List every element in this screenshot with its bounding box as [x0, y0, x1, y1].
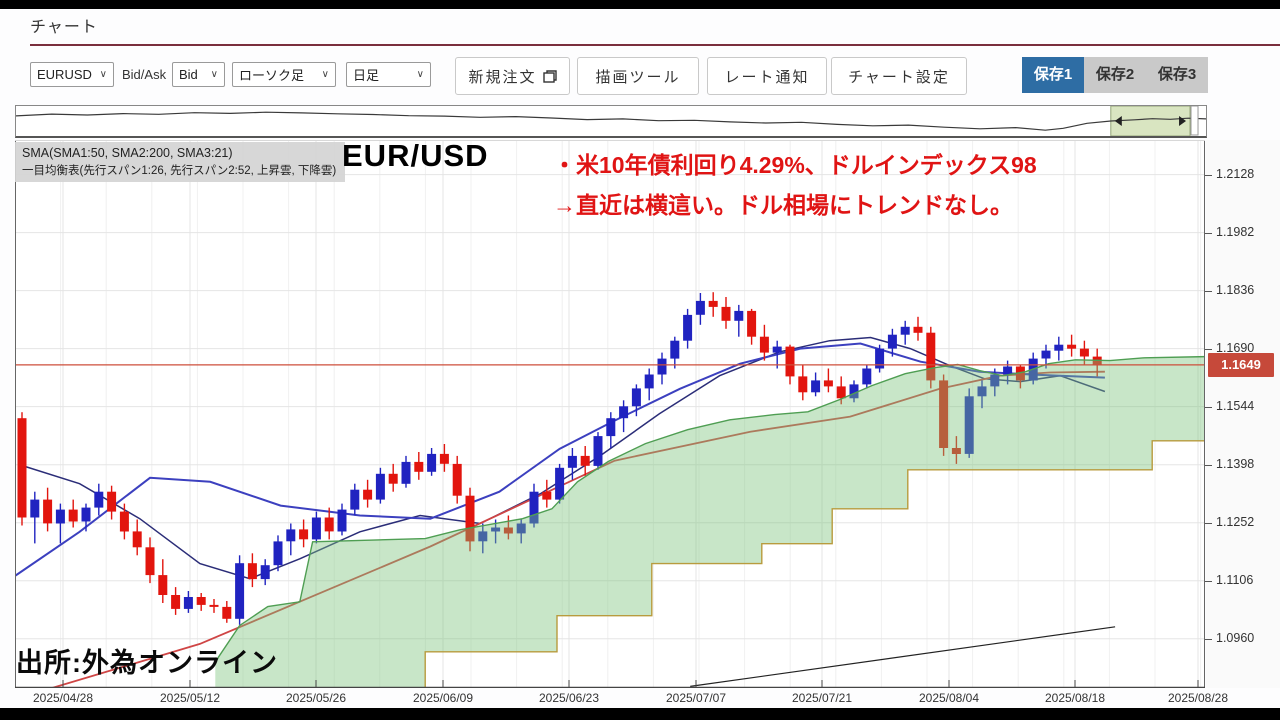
grid-lines: [15, 140, 1205, 688]
y-axis-label: 1.1106: [1216, 573, 1254, 587]
x-axis-label: 2025/04/28: [32, 691, 94, 705]
y-axis-tick: [1205, 523, 1212, 524]
navigator-right-handle[interactable]: [1179, 116, 1187, 126]
symbol-title: EUR/USD: [342, 138, 489, 173]
y-axis-label: 1.1982: [1216, 225, 1255, 239]
x-axis-label: 2025/08/04: [918, 691, 980, 705]
y-axis-label: 1.1398: [1216, 457, 1255, 471]
chart-type-select[interactable]: ローソク足 ∨: [232, 62, 336, 87]
y-axis-tick: [1205, 349, 1212, 350]
chart-type-select-value: ローソク足: [239, 68, 305, 83]
y-axis-label: 1.1690: [1216, 341, 1255, 355]
y-axis-label: 1.1252: [1216, 515, 1255, 529]
letterbox-top: [0, 0, 1280, 9]
bid-ask-select[interactable]: Bid ∨: [172, 62, 225, 87]
current-price-badge: 1.1649: [1208, 353, 1274, 377]
page-title: チャート: [30, 19, 98, 36]
y-axis-label: 1.1836: [1216, 283, 1255, 297]
y-axis-tick: [1205, 175, 1212, 176]
title-divider: [30, 44, 1280, 46]
pair-select[interactable]: EURUSD ∨: [30, 62, 114, 87]
rate-alert-button[interactable]: レート通知: [707, 57, 827, 95]
new-order-button[interactable]: 新規注文: [455, 57, 570, 95]
chart-plot-area[interactable]: [15, 140, 1207, 693]
save-button-group: 保存1 保存2 保存3: [1022, 57, 1208, 93]
button-label: 描画ツール: [595, 68, 681, 86]
x-axis-label: 2025/07/21: [791, 691, 853, 705]
sma-legend: SMA(SMA1:50, SMA2:200, SMA3:21): [22, 146, 233, 160]
senkou-span-b-line: [215, 440, 1206, 693]
button-label: レート通知: [724, 68, 810, 86]
navigator-left-handle[interactable]: [1114, 116, 1122, 126]
annotation-line-2: →直近は横這い。ドル相場にトレンドなし。: [553, 191, 1013, 218]
navigator-grip[interactable]: [1190, 105, 1199, 136]
analyst-annotation: ・米10年債利回り4.29%、ドルインデックス98 →直近は横這い。ドル相場にト…: [553, 146, 1037, 225]
chevron-down-icon: ∨: [321, 69, 329, 80]
trendline[interactable]: [690, 626, 1116, 687]
chevron-down-icon: ∨: [416, 69, 424, 80]
button-label: チャート設定: [848, 68, 950, 86]
chevron-down-icon: ∨: [210, 69, 218, 80]
y-axis-label: 1.1544: [1216, 399, 1255, 413]
annotation-line-1: ・米10年債利回り4.29%、ドルインデックス98: [553, 152, 1037, 178]
y-axis-tick: [1205, 291, 1212, 292]
ichimoku-legend: 一目均衡表(先行スパン1:26, 先行スパン2:52, 上昇雲, 下降雲): [22, 164, 337, 177]
y-axis-tick: [1205, 639, 1212, 640]
drawing-tools-button[interactable]: 描画ツール: [577, 57, 699, 95]
y-axis-label: 1.0960: [1216, 631, 1255, 645]
timeframe-select-value: 日足: [353, 68, 380, 83]
timeframe-select[interactable]: 日足 ∨: [346, 62, 431, 87]
bid-ask-select-value: Bid: [179, 67, 198, 82]
button-label: 新規注文: [468, 68, 537, 86]
x-axis-label: 2025/07/07: [665, 691, 727, 705]
x-axis-label: 2025/06/09: [412, 691, 474, 705]
save-2-button[interactable]: 保存2: [1084, 57, 1146, 93]
x-axis-label: 2025/06/23: [538, 691, 600, 705]
sma21-line: [21, 336, 1106, 580]
x-axis-label: 2025/05/12: [159, 691, 221, 705]
chart-settings-button[interactable]: チャート設定: [831, 57, 967, 95]
senkou-span-a-line: [214, 355, 1207, 663]
candles-layer: [17, 292, 1102, 625]
save-1-button[interactable]: 保存1: [1022, 57, 1084, 93]
bid-ask-label: Bid/Ask: [122, 67, 167, 82]
x-axis-label: 2025/05/26: [285, 691, 347, 705]
navigator-sparkline: [15, 105, 1207, 137]
y-axis-tick: [1205, 465, 1212, 466]
price-axis-background: [1206, 140, 1280, 688]
y-axis-tick: [1205, 581, 1212, 582]
source-label: 出所:外為オンライン: [16, 648, 278, 678]
chart-navigator[interactable]: [15, 105, 1207, 138]
x-axis-label: 2025/08/28: [1167, 691, 1229, 705]
y-axis-label: 1.2128: [1216, 167, 1255, 181]
chevron-down-icon: ∨: [99, 69, 107, 80]
ichimoku-cloud: [215, 356, 1207, 692]
y-axis-tick: [1205, 233, 1212, 234]
indicator-legend: SMA(SMA1:50, SMA2:200, SMA3:21) 一目均衡表(先行…: [15, 142, 345, 182]
letterbox-bottom: [0, 708, 1280, 720]
navigator-line: [15, 111, 1207, 131]
candlestick-chart: [15, 140, 1207, 693]
y-axis-tick: [1205, 407, 1212, 408]
x-axis-label: 2025/08/18: [1044, 691, 1106, 705]
popup-window-icon: [542, 69, 557, 83]
save-3-button[interactable]: 保存3: [1146, 57, 1208, 93]
pair-select-value: EURUSD: [37, 67, 92, 82]
